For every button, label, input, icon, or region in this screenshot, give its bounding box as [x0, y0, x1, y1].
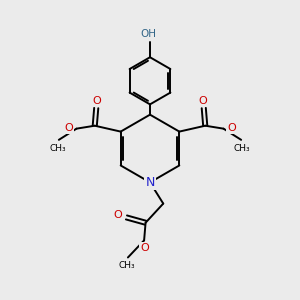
Text: CH₃: CH₃ [118, 261, 135, 270]
Text: CH₃: CH₃ [50, 144, 66, 153]
Text: O: O [227, 123, 236, 133]
Text: O: O [64, 123, 73, 133]
Text: O: O [199, 96, 208, 106]
Text: O: O [92, 96, 101, 106]
Text: CH₃: CH₃ [234, 144, 250, 153]
Text: O: O [140, 243, 149, 253]
Text: OH: OH [140, 29, 157, 39]
Text: N: N [145, 176, 155, 189]
Text: O: O [114, 210, 123, 220]
